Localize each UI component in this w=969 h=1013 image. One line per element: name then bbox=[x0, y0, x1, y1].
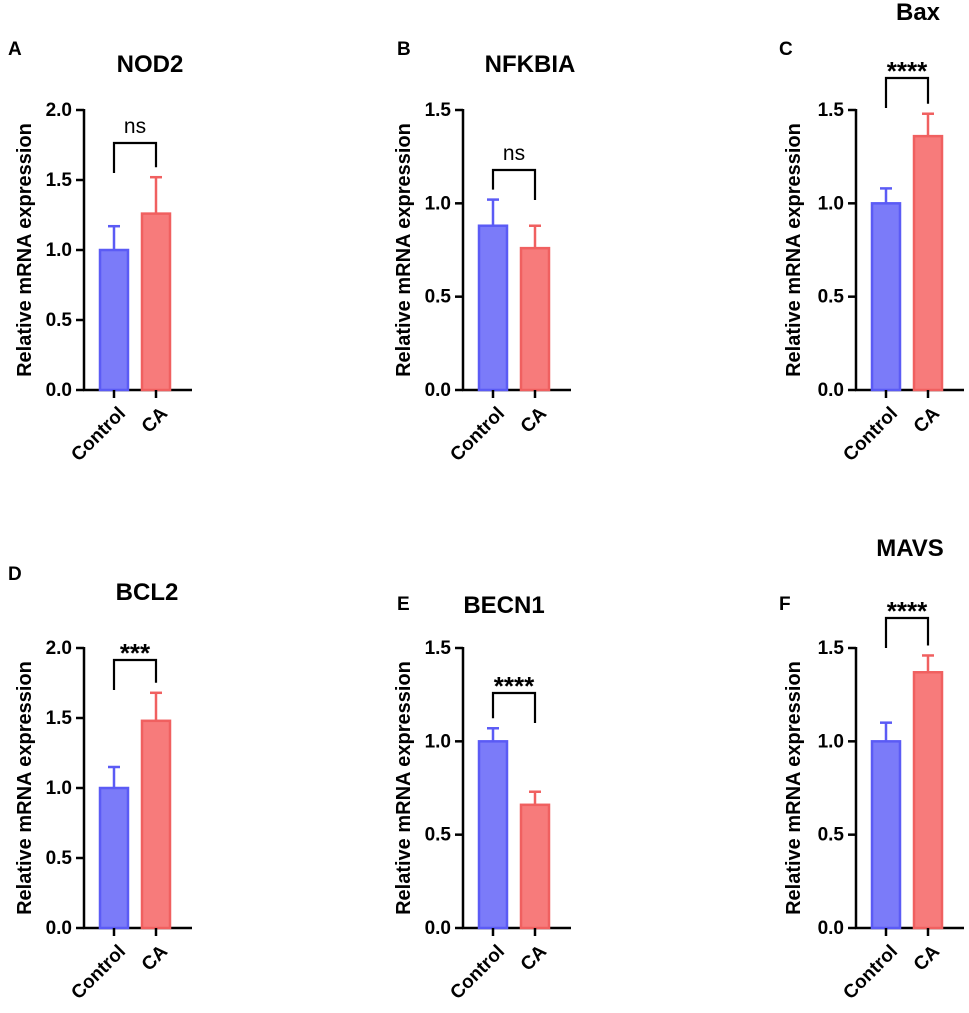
bar-ca bbox=[912, 134, 944, 392]
x-category-label: Control bbox=[446, 403, 509, 466]
x-category-label: Control bbox=[446, 941, 509, 1004]
bar-ca bbox=[519, 246, 551, 392]
y-tick-label: 0.5 bbox=[818, 287, 845, 308]
y-tick-label: 0.5 bbox=[425, 825, 452, 846]
significance-bracket bbox=[112, 658, 158, 690]
y-axis-label: Relative mRNA expression bbox=[393, 123, 415, 377]
chart-title: BCL2 bbox=[116, 579, 179, 606]
y-tick-label: 1.5 bbox=[46, 708, 73, 729]
panel-letter: F bbox=[779, 594, 791, 615]
significance-label: **** bbox=[887, 596, 928, 626]
chart-panel-c: C Bax 0.0 0.5 1.0 1.5 Relative mRNA expression… bbox=[779, 0, 964, 466]
y-tick-label: 1.0 bbox=[425, 193, 451, 214]
y-tick-label: 0.0 bbox=[425, 918, 451, 939]
significance-label: **** bbox=[887, 56, 928, 86]
x-category-label: CA bbox=[910, 941, 944, 975]
chart-panel-a: A NOD2 0.0 0.5 1.0 1.5 2.0 Relative mRNA expres… bbox=[8, 39, 192, 466]
panel-letter: A bbox=[8, 39, 22, 60]
y-axis-label: Relative mRNA expression bbox=[393, 661, 415, 915]
chart-panel-b: B NFKBIA 0.0 0.5 1.0 1.5 Relative mRNA express… bbox=[393, 39, 575, 466]
y-tick-label: 1.5 bbox=[425, 100, 452, 121]
bar-control bbox=[870, 740, 902, 930]
y-tick-label: 0.5 bbox=[425, 287, 452, 308]
y-axis-label: Relative mRNA expression bbox=[783, 661, 805, 915]
y-tick-label: 1.0 bbox=[425, 731, 451, 752]
significance-bracket bbox=[491, 691, 537, 723]
y-tick-label: 1.5 bbox=[46, 170, 73, 191]
chart-title: Bax bbox=[896, 0, 941, 26]
x-category-label: CA bbox=[138, 941, 172, 975]
y-tick-label: 0.0 bbox=[46, 918, 72, 939]
significance-bracket bbox=[884, 76, 930, 108]
y-tick-label: 1.5 bbox=[818, 100, 845, 121]
y-tick-label: 1.0 bbox=[818, 731, 844, 752]
bar-ca bbox=[140, 212, 172, 392]
x-category-label: Control bbox=[67, 941, 130, 1004]
x-category-label: Control bbox=[839, 403, 902, 466]
chart-title: NFKBIA bbox=[485, 51, 576, 78]
y-tick-label: 0.5 bbox=[46, 848, 73, 869]
y-axis-label: Relative mRNA expression bbox=[783, 123, 805, 377]
y-tick-label: 0.5 bbox=[46, 310, 73, 331]
significance-label: ns bbox=[503, 142, 525, 165]
x-category-label: CA bbox=[910, 403, 944, 437]
chart-title: BECN1 bbox=[463, 592, 544, 619]
significance-bracket bbox=[491, 168, 537, 200]
x-category-label: CA bbox=[138, 403, 172, 437]
y-tick-label: 0.0 bbox=[425, 380, 451, 401]
significance-label: **** bbox=[494, 671, 535, 701]
y-tick-label: 1.0 bbox=[46, 778, 72, 799]
bar-control bbox=[98, 786, 130, 930]
y-tick-label: 1.0 bbox=[46, 240, 72, 261]
bar-ca bbox=[912, 671, 944, 930]
chart-panel-e: E BECN1 0.0 0.5 1.0 1.5 Relative mRNA expressi… bbox=[393, 592, 571, 1004]
significance-label: *** bbox=[120, 638, 151, 668]
panel-letter: D bbox=[8, 564, 22, 585]
y-axis-label: Relative mRNA expression bbox=[14, 123, 36, 377]
chart-title: NOD2 bbox=[117, 51, 184, 78]
y-tick-label: 0.0 bbox=[818, 380, 844, 401]
x-category-label: CA bbox=[517, 403, 551, 437]
panel-letter: E bbox=[397, 594, 410, 615]
y-tick-label: 2.0 bbox=[46, 100, 72, 121]
x-category-label: CA bbox=[517, 941, 551, 975]
bar-ca bbox=[140, 719, 172, 930]
panel-letter: B bbox=[397, 39, 411, 60]
significance-bracket bbox=[112, 141, 158, 173]
chart-title: MAVS bbox=[876, 535, 944, 562]
x-category-label: Control bbox=[839, 941, 902, 1004]
y-tick-label: 2.0 bbox=[46, 638, 72, 659]
panel-letter: C bbox=[779, 39, 793, 60]
bar-control bbox=[477, 740, 509, 930]
bar-control bbox=[98, 248, 130, 392]
significance-bracket bbox=[884, 616, 930, 648]
significance-label: ns bbox=[124, 115, 146, 138]
bar-control bbox=[477, 224, 509, 392]
y-tick-label: 0.0 bbox=[46, 380, 72, 401]
y-tick-label: 0.0 bbox=[818, 918, 844, 939]
y-tick-label: 1.5 bbox=[425, 638, 452, 659]
chart-panel-d: D BCL2 0.0 0.5 1.0 1.5 2.0 Relative mRNA expres… bbox=[8, 564, 192, 1004]
y-axis-label: Relative mRNA expression bbox=[14, 661, 36, 915]
bar-control bbox=[870, 202, 902, 392]
x-category-label: Control bbox=[67, 403, 130, 466]
y-tick-label: 1.5 bbox=[818, 638, 845, 659]
bar-ca bbox=[519, 803, 551, 930]
y-tick-label: 1.0 bbox=[818, 193, 844, 214]
chart-panel-f: F MAVS 0.0 0.5 1.0 1.5 Relative mRNA expressio… bbox=[779, 535, 964, 1004]
y-tick-label: 0.5 bbox=[818, 825, 845, 846]
